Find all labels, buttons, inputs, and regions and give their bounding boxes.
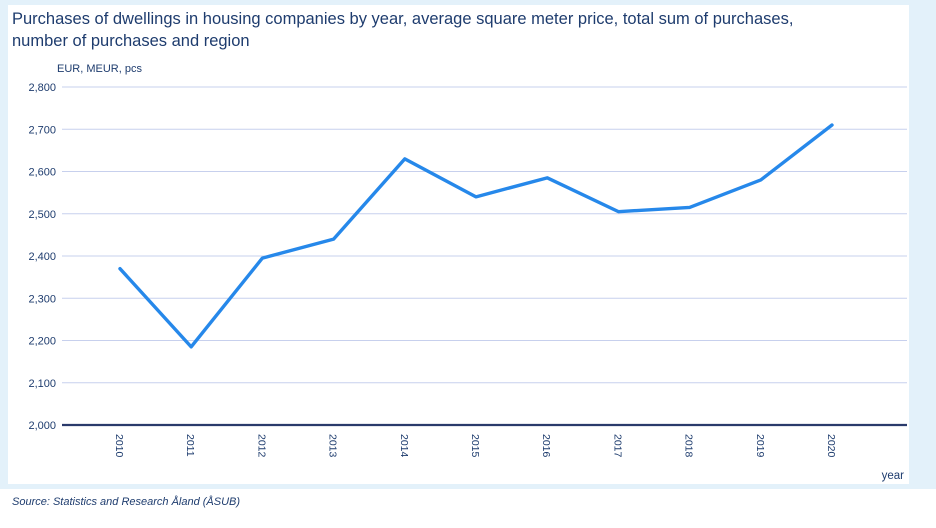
y-axis-tick-label: 2,100 [28,378,56,390]
x-axis-title: year [881,470,904,482]
line-chart: 2,000 2,100 2,200 2,300 2,400 2,500 2,600 2,700… [28,82,907,458]
y-axis-tick-label: 2,300 [28,293,56,305]
x-axis-tick-label: 2010 [113,434,125,458]
y-axis-tick-label: 2,500 [28,209,56,221]
x-axis-tick-label: 2016 [540,434,552,458]
y-axis-tick-label: 2,700 [28,124,56,136]
source-note: Source: Statistics and Research Åland (Å… [12,496,241,508]
chart-title: Purchases of dwellings in housing compan… [12,10,794,50]
price-series-line [118,123,834,349]
y-axis-tick-label: 2,800 [28,82,56,94]
x-axis-tick-label: 2018 [683,434,695,458]
x-axis-tick-label: 2015 [469,434,481,458]
chart-panel [8,5,909,484]
x-axis-tick-label: 2014 [398,434,410,458]
y-axis-tick-label: 2,400 [28,251,56,263]
x-axis-tick-label: 2012 [255,434,267,458]
y-axis-tick-label: 2,200 [28,336,56,348]
y-axis-units-label: EUR, MEUR, pcs [57,63,142,75]
x-axis-tick-label: 2011 [184,434,196,457]
y-axis-tick-label: 2,600 [28,167,56,179]
chart-widget-frame: Purchases of dwellings in housing compan… [0,0,936,489]
x-axis-tick-label: 2020 [825,434,837,458]
x-axis-tick-label: 2017 [611,434,623,458]
x-axis-tick-label: 2019 [754,434,766,458]
y-axis-tick-label: 2,000 [28,420,56,432]
x-axis-tick-label: 2013 [327,434,339,458]
